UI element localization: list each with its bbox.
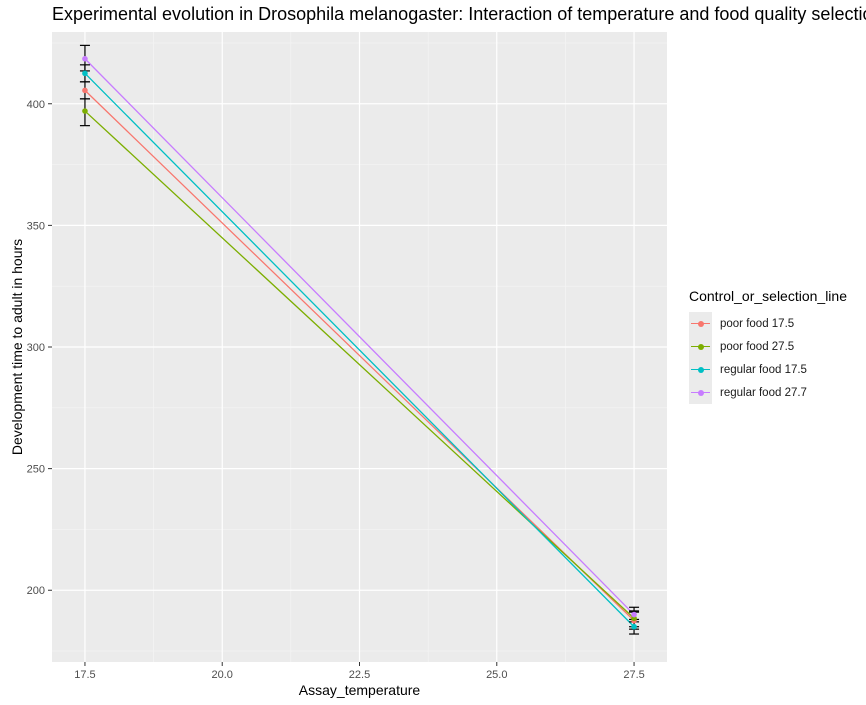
legend-title: Control_or_selection_line — [689, 288, 847, 304]
legend-key-dot — [698, 343, 704, 350]
data-point — [631, 623, 637, 630]
data-point — [82, 87, 88, 94]
x-tick-label: 20.0 — [212, 669, 233, 681]
x-tick-label: 27.5 — [623, 669, 644, 681]
y-axis: 200 250 300 350 400 — [27, 99, 52, 597]
legend-label: poor food 17.5 — [720, 317, 795, 330]
major-gridlines — [52, 32, 667, 662]
legend-items: poor food 17.5 poor food 27.5 regular food… — [689, 312, 847, 404]
series-line-regular-food-17-5 — [84, 72, 635, 628]
legend-item: poor food 27.5 — [689, 335, 847, 358]
legend-key — [689, 358, 712, 381]
legend-label: regular food 27.7 — [720, 386, 807, 399]
legend-label: poor food 27.5 — [720, 340, 795, 353]
legend-key — [689, 381, 712, 404]
legend-item: regular food 17.5 — [689, 358, 847, 381]
legend-key-dot — [698, 320, 704, 327]
y-tick-label: 250 — [27, 464, 45, 476]
x-axis: 17.5 20.0 22.5 25.0 27.5 — [74, 662, 645, 681]
data-point — [82, 70, 88, 77]
data-point — [82, 108, 88, 114]
legend: Control_or_selection_line poor food 17.5… — [689, 288, 847, 404]
legend-key-dot — [698, 389, 704, 396]
x-tick-label: 25.0 — [486, 669, 507, 681]
data-point — [82, 55, 88, 62]
legend-key — [689, 312, 712, 335]
series-lines — [84, 58, 635, 628]
data-point — [631, 611, 637, 618]
legend-item: regular food 27.7 — [689, 381, 847, 404]
y-tick-label: 400 — [27, 99, 45, 111]
chart-title: Experimental evolution in Drosophila mel… — [52, 4, 866, 24]
y-tick-label: 200 — [27, 585, 45, 597]
y-tick-label: 350 — [27, 220, 45, 232]
y-axis-label: Development time to adult in hours — [9, 239, 25, 455]
y-tick-label: 300 — [27, 342, 45, 354]
x-tick-label: 17.5 — [74, 669, 95, 681]
legend-label: regular food 17.5 — [720, 363, 807, 376]
x-tick-label: 22.5 — [349, 669, 370, 681]
legend-item: poor food 17.5 — [689, 312, 847, 335]
series-line-regular-food-27-7 — [84, 58, 635, 616]
data-points — [82, 55, 637, 630]
series-line-poor-food-17-5 — [84, 89, 635, 622]
legend-key — [689, 335, 712, 358]
legend-key-dot — [698, 366, 704, 373]
x-axis-label: Assay_temperature — [299, 682, 421, 698]
